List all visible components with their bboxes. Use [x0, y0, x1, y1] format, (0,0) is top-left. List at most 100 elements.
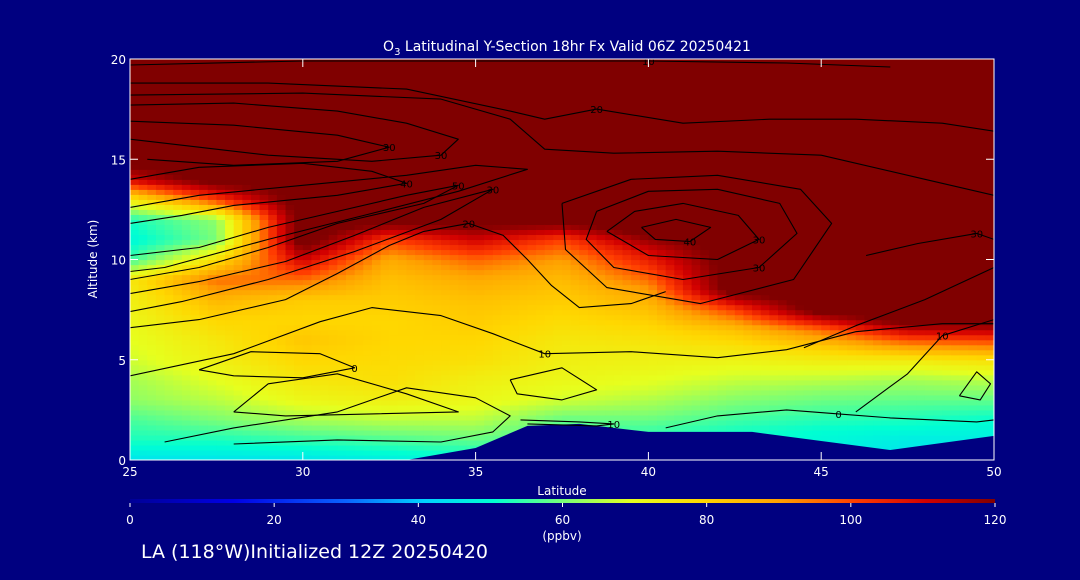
field-cell — [492, 339, 503, 346]
field-cell — [250, 364, 261, 371]
field-cell — [397, 159, 408, 165]
field-cell — [363, 334, 373, 341]
field-cell — [147, 454, 157, 460]
field-cell — [130, 84, 140, 90]
field-cell — [190, 269, 200, 276]
field-cell — [380, 334, 390, 341]
field-cell — [147, 89, 157, 95]
field-cell — [544, 399, 554, 406]
field-cell — [484, 289, 494, 296]
field-cell — [605, 279, 615, 286]
field-cell — [544, 59, 554, 65]
field-cell — [570, 314, 580, 321]
field-cell — [294, 174, 304, 180]
field-cell — [268, 144, 278, 150]
field-cell — [657, 159, 667, 165]
field-cell — [233, 129, 243, 135]
field-cell — [320, 329, 330, 336]
field-cell — [181, 339, 192, 346]
field-cell — [259, 364, 269, 371]
field-cell — [492, 294, 503, 301]
field-cell — [302, 409, 313, 416]
field-cell — [518, 114, 529, 120]
field-cell — [233, 334, 243, 341]
field-cell — [631, 209, 641, 215]
field-cell — [276, 214, 287, 220]
field-cell — [354, 129, 364, 135]
field-cell — [276, 164, 287, 170]
field-cell — [346, 264, 356, 271]
field-cell — [562, 319, 572, 326]
field-cell — [311, 79, 321, 85]
field-cell — [302, 449, 313, 456]
field-cell — [320, 289, 330, 296]
field-cell — [458, 189, 468, 195]
field-cell — [337, 454, 347, 460]
field-cell — [294, 239, 304, 246]
field-cell — [363, 424, 373, 431]
field-cell — [518, 119, 529, 125]
field-cell — [397, 64, 408, 70]
field-cell — [311, 169, 321, 175]
field-cell — [605, 174, 615, 180]
field-cell — [155, 274, 166, 281]
field-cell — [536, 144, 546, 150]
field-cell — [233, 64, 243, 70]
field-cell — [657, 74, 667, 80]
field-cell — [415, 209, 425, 215]
field-cell — [130, 399, 140, 406]
field-cell — [527, 369, 537, 376]
field-cell — [207, 334, 217, 341]
field-cell — [449, 299, 459, 306]
field-cell — [346, 379, 356, 386]
field-cell — [294, 384, 304, 391]
field-cell — [233, 229, 243, 236]
field-cell — [397, 194, 408, 200]
field-cell — [328, 369, 338, 376]
field-cell — [285, 184, 295, 190]
field-cell — [173, 419, 183, 426]
field-cell — [415, 74, 425, 80]
field-cell — [173, 154, 183, 160]
field-cell — [562, 394, 572, 401]
field-cell — [363, 449, 373, 456]
field-cell — [216, 324, 226, 331]
field-cell — [406, 299, 416, 306]
field-cell — [363, 389, 373, 396]
field-cell — [432, 424, 442, 431]
field-cell — [199, 374, 209, 381]
field-cell — [276, 64, 287, 70]
field-cell — [475, 324, 485, 331]
field-cell — [596, 134, 606, 140]
field-cell — [311, 234, 321, 241]
field-cell — [294, 69, 304, 75]
field-cell — [406, 84, 416, 90]
field-cell — [527, 419, 537, 426]
field-cell — [475, 109, 485, 115]
field-cell — [622, 249, 632, 256]
field-cell — [302, 294, 313, 301]
field-cell — [406, 224, 416, 231]
field-cell — [363, 134, 373, 140]
field-cell — [536, 354, 546, 361]
field-cell — [579, 299, 589, 306]
field-cell — [648, 369, 658, 376]
field-cell — [371, 339, 382, 346]
field-cell — [225, 429, 235, 436]
field-cell — [320, 299, 330, 306]
field-cell — [587, 99, 598, 105]
field-cell — [518, 169, 529, 175]
field-cell — [259, 89, 269, 95]
field-cell — [276, 74, 287, 80]
field-cell — [415, 424, 425, 431]
field-cell — [250, 334, 261, 341]
field-cell — [665, 359, 675, 366]
field-cell — [501, 364, 511, 371]
field-cell — [354, 274, 364, 281]
field-cell — [320, 74, 330, 80]
field-cell — [501, 184, 511, 190]
field-cell — [432, 414, 442, 421]
field-cell — [190, 284, 200, 291]
field-cell — [199, 219, 209, 226]
field-cell — [276, 99, 287, 105]
